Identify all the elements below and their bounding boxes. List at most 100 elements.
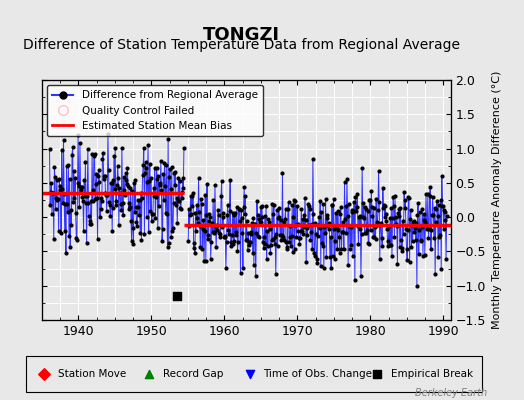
- Point: [372, 196, 380, 202]
- Point: [46, 202, 54, 208]
- Point: [52, 194, 60, 201]
- Point: [205, 217, 213, 224]
- Point: [435, 234, 444, 240]
- Point: [148, 218, 156, 224]
- Point: [112, 198, 121, 204]
- Point: [170, 169, 178, 176]
- Point: [237, 214, 246, 221]
- Point: [133, 222, 141, 229]
- Point: [105, 199, 113, 205]
- Point: [40, 371, 49, 377]
- Point: [440, 226, 448, 232]
- Point: [297, 206, 305, 212]
- Point: [100, 172, 108, 179]
- Point: [199, 217, 208, 223]
- Point: [309, 211, 318, 217]
- Point: [409, 219, 418, 225]
- Point: [388, 253, 396, 259]
- Point: [313, 260, 321, 266]
- Point: [116, 189, 124, 196]
- Point: [387, 242, 395, 248]
- Point: [134, 197, 143, 204]
- Point: [353, 191, 362, 197]
- Point: [243, 218, 251, 224]
- Point: [350, 208, 358, 214]
- Point: [312, 256, 321, 263]
- Point: [124, 206, 133, 212]
- Point: [244, 247, 252, 253]
- Point: [287, 243, 295, 250]
- Point: [347, 242, 355, 248]
- Point: [59, 200, 67, 206]
- Point: [376, 256, 384, 262]
- Point: [304, 222, 313, 228]
- Point: [203, 181, 211, 187]
- Point: [427, 246, 435, 252]
- Point: [129, 225, 137, 231]
- Point: [423, 191, 432, 197]
- Point: [161, 183, 169, 189]
- Point: [193, 215, 202, 222]
- Point: [330, 196, 338, 202]
- Point: [175, 198, 183, 204]
- Point: [405, 194, 413, 201]
- Point: [304, 201, 312, 208]
- Point: [380, 214, 389, 220]
- Point: [344, 262, 352, 268]
- Point: [176, 178, 184, 184]
- Point: [141, 158, 150, 165]
- Point: [111, 145, 119, 152]
- Text: Time of Obs. Change: Time of Obs. Change: [263, 369, 372, 379]
- Point: [286, 223, 294, 229]
- Point: [135, 197, 144, 204]
- Point: [221, 233, 230, 239]
- Point: [171, 182, 179, 188]
- Point: [422, 222, 431, 229]
- Point: [125, 199, 134, 206]
- Point: [374, 207, 382, 214]
- Point: [136, 230, 144, 236]
- Point: [289, 214, 298, 220]
- Point: [69, 144, 77, 150]
- Point: [179, 174, 187, 181]
- Point: [279, 237, 288, 244]
- Point: [273, 206, 281, 213]
- Point: [334, 227, 343, 234]
- Point: [369, 205, 378, 212]
- Point: [292, 222, 300, 228]
- Point: [195, 223, 204, 229]
- Point: [96, 214, 104, 220]
- Point: [187, 193, 195, 199]
- Point: [256, 204, 265, 211]
- Point: [104, 131, 112, 138]
- Point: [135, 211, 143, 218]
- Point: [113, 182, 121, 188]
- Point: [91, 196, 100, 202]
- Point: [280, 219, 289, 225]
- Point: [366, 226, 375, 233]
- Point: [334, 208, 342, 214]
- Point: [346, 224, 355, 230]
- Point: [191, 210, 200, 216]
- Point: [381, 203, 389, 210]
- Point: [178, 195, 187, 202]
- Point: [225, 208, 234, 214]
- Point: [68, 152, 76, 158]
- Point: [222, 239, 231, 245]
- Point: [301, 216, 310, 223]
- Point: [245, 242, 253, 248]
- Point: [326, 254, 334, 261]
- Point: [343, 176, 351, 183]
- Point: [281, 216, 289, 222]
- Point: [398, 248, 406, 254]
- Point: [408, 238, 417, 244]
- Point: [152, 165, 161, 171]
- Point: [370, 234, 378, 240]
- Point: [228, 232, 236, 238]
- Point: [362, 206, 370, 212]
- Point: [317, 209, 325, 215]
- Point: [379, 184, 387, 191]
- Point: [314, 232, 323, 239]
- Point: [276, 232, 284, 238]
- Point: [71, 175, 79, 182]
